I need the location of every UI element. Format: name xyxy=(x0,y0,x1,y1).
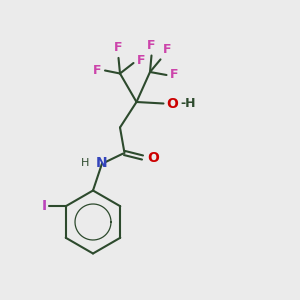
Text: H: H xyxy=(81,158,89,169)
Text: F: F xyxy=(137,54,146,67)
Text: F: F xyxy=(147,39,156,52)
Text: F: F xyxy=(93,64,101,77)
Text: F: F xyxy=(163,44,171,56)
Text: -H: -H xyxy=(180,97,196,110)
Text: O: O xyxy=(166,97,178,110)
Text: O: O xyxy=(147,151,159,164)
Text: N: N xyxy=(96,157,108,170)
Text: I: I xyxy=(42,199,47,213)
Text: F: F xyxy=(114,41,123,54)
Text: F: F xyxy=(170,68,178,82)
